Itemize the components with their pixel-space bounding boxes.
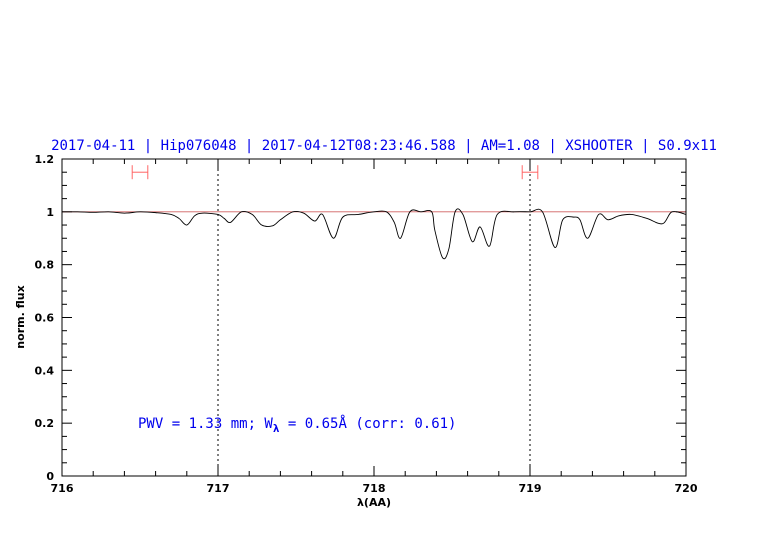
y-tick-label: 0.6 <box>35 312 55 325</box>
x-tick-label: 720 <box>675 482 698 495</box>
x-tick-label: 719 <box>519 482 542 495</box>
y-tick-label: 0.8 <box>35 259 55 272</box>
y-axis-label: norm. flux <box>14 285 27 348</box>
y-tick-label: 1 <box>46 206 54 219</box>
chart-title: 2017-04-11 | Hip076048 | 2017-04-12T08:2… <box>51 138 717 154</box>
x-tick-label: 718 <box>363 482 386 495</box>
plot-frame <box>61 158 687 477</box>
y-tick-label: 0 <box>46 470 54 483</box>
spectrum-line <box>61 208 687 260</box>
x-tick-label: 716 <box>51 482 74 495</box>
pwv-annotation: PWV = 1.33 mm; Wλ = 0.65Å (corr: 0.61) <box>138 415 457 435</box>
y-tick-label: 1.2 <box>35 153 55 166</box>
y-tick-label: 0.4 <box>35 364 55 377</box>
x-tick-label: 717 <box>207 482 230 495</box>
x-axis-label: λ(AA) <box>357 496 391 509</box>
y-tick-label: 0.2 <box>35 417 55 430</box>
